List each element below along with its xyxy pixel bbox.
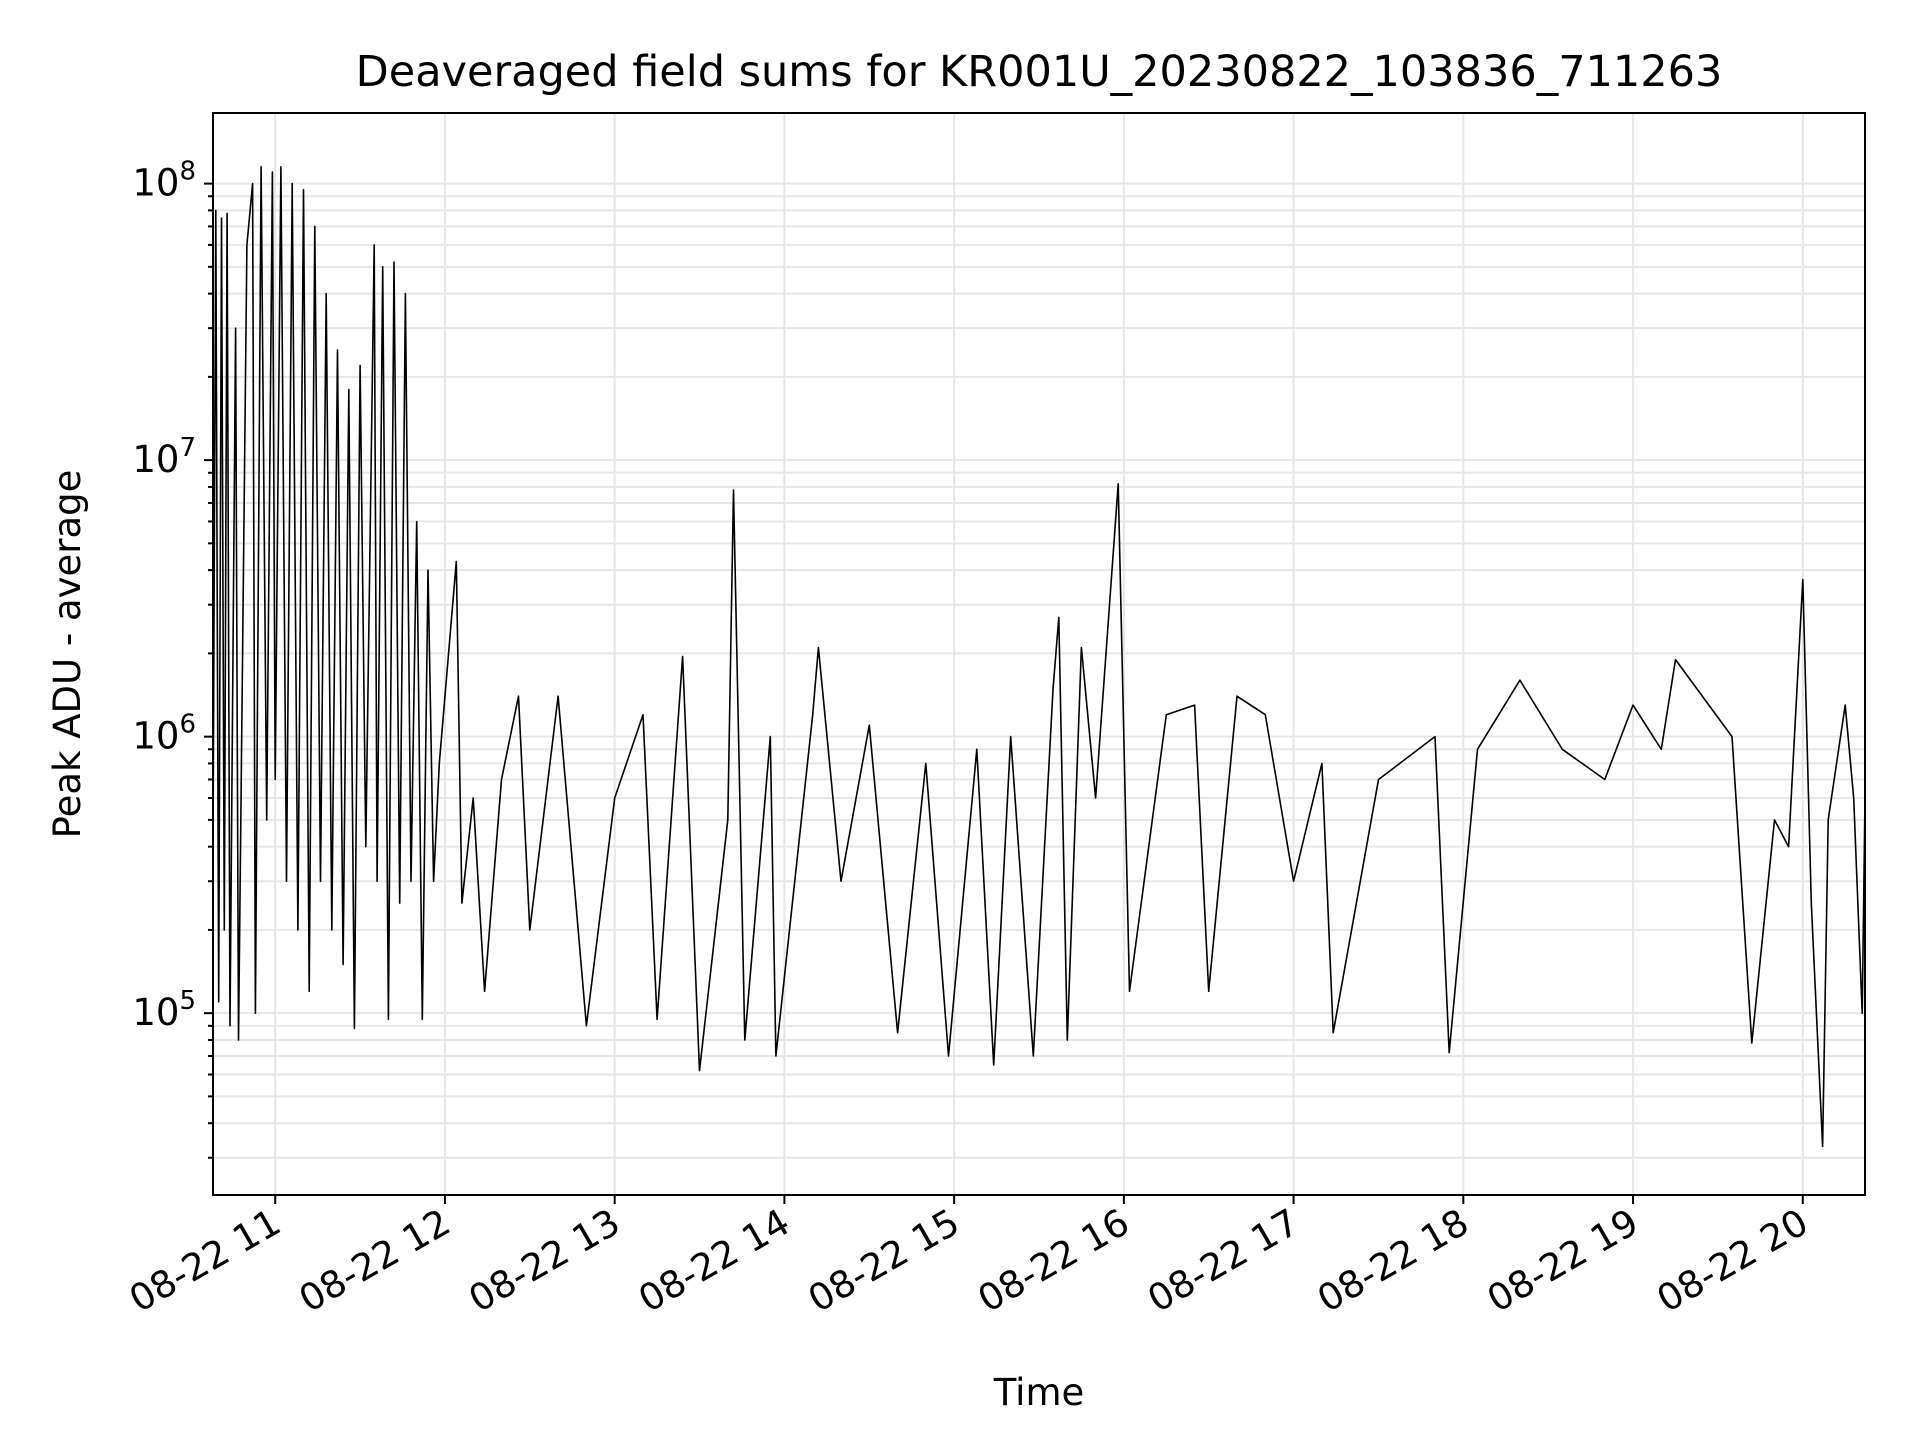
series-group	[212, 166, 1866, 1148]
y-tick-label: 106	[132, 710, 196, 758]
grid	[213, 113, 1865, 1195]
series-line	[212, 166, 1866, 1148]
y-axis-label: Peak ADU - average	[46, 470, 89, 839]
chart-title: Deaveraged field sums for KR001U_2023082…	[356, 47, 1723, 97]
y-tick-label: 105	[132, 986, 196, 1034]
y-tick-label: 108	[132, 157, 196, 205]
y-tick-label: 107	[132, 433, 196, 481]
y-axis: 105 106 107 108	[132, 157, 213, 1159]
x-axis-label: Time	[993, 1371, 1085, 1414]
